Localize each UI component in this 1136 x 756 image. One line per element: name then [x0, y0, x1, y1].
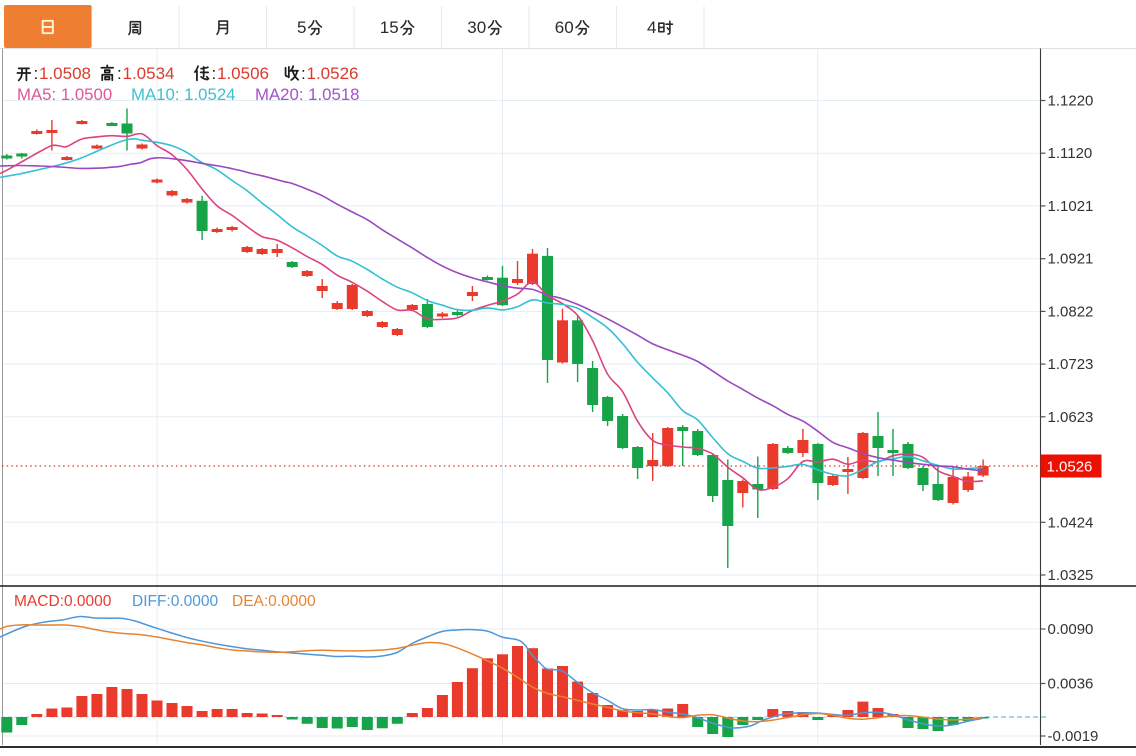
- svg-text:1.0526: 1.0526: [1047, 459, 1093, 476]
- svg-text::: :: [212, 64, 217, 83]
- svg-text::: :: [301, 64, 306, 83]
- svg-text:1.0508: 1.0508: [39, 64, 91, 83]
- svg-text:5: 5: [297, 18, 306, 37]
- svg-text:MA10: 1.0524: MA10: 1.0524: [131, 85, 236, 104]
- svg-text:0.0036: 0.0036: [1048, 676, 1094, 693]
- svg-text:1.0506: 1.0506: [217, 64, 269, 83]
- svg-text::: :: [117, 64, 122, 83]
- svg-text:1.0623: 1.0623: [1048, 409, 1094, 426]
- svg-text:DEA:0.0000: DEA:0.0000: [232, 593, 316, 610]
- svg-text:1.1120: 1.1120: [1048, 145, 1093, 162]
- svg-text:MA20: 1.0518: MA20: 1.0518: [255, 85, 360, 104]
- svg-text:1.0723: 1.0723: [1048, 356, 1094, 373]
- svg-text:-0.0019: -0.0019: [1048, 728, 1099, 745]
- svg-text:MA5: 1.0500: MA5: 1.0500: [17, 85, 112, 104]
- svg-text:4: 4: [647, 18, 656, 37]
- svg-text:1.1021: 1.1021: [1048, 198, 1094, 215]
- svg-text:1.1220: 1.1220: [1048, 93, 1094, 110]
- svg-text:0.0090: 0.0090: [1048, 621, 1094, 638]
- svg-text:15: 15: [380, 18, 399, 37]
- svg-text:1.0325: 1.0325: [1048, 567, 1094, 584]
- svg-text:1.0534: 1.0534: [123, 64, 175, 83]
- svg-text:30: 30: [467, 18, 486, 37]
- svg-text:MACD:0.0000: MACD:0.0000: [14, 593, 112, 610]
- svg-text:60: 60: [555, 18, 574, 37]
- svg-text::: :: [34, 64, 39, 83]
- svg-text:1.0921: 1.0921: [1048, 251, 1094, 268]
- svg-text:DIFF:0.0000: DIFF:0.0000: [132, 593, 219, 610]
- svg-text:1.0526: 1.0526: [307, 64, 359, 83]
- svg-text:1.0822: 1.0822: [1048, 303, 1094, 320]
- svg-text:1.0424: 1.0424: [1048, 514, 1094, 531]
